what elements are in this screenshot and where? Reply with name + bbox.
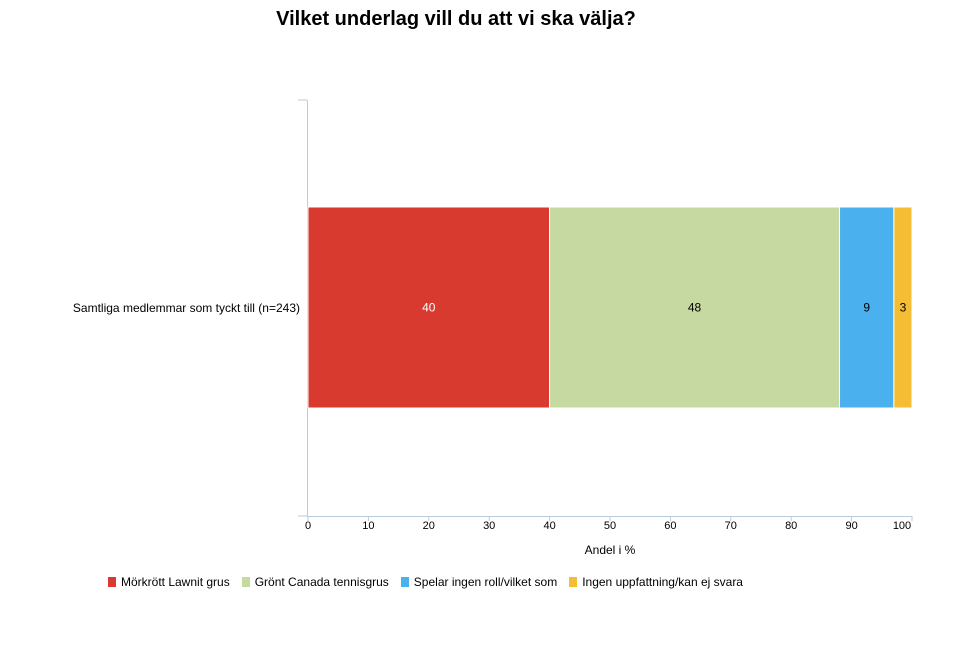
legend-swatch <box>400 577 409 587</box>
x-axis-label: Andel i % <box>584 543 636 557</box>
x-tick-label: 80 <box>785 520 797 532</box>
legend-label: Spelar ingen roll/vilket som <box>413 575 558 589</box>
x-tick-label: 0 <box>305 520 311 532</box>
x-tick-label: 90 <box>845 520 857 532</box>
legend-swatch <box>241 577 250 587</box>
x-tick-label: 50 <box>604 520 616 532</box>
bar-segment[interactable] <box>549 206 841 409</box>
legend-label: Mörkrött Lawnit grus <box>121 575 230 589</box>
x-tick-label: 40 <box>543 520 555 532</box>
legend-swatch <box>108 577 116 587</box>
x-ticks-group: 0 10 20 30 40 50 60 70 80 90 100 <box>305 516 913 532</box>
bar-segment[interactable] <box>893 206 913 409</box>
legend-label: Ingen uppfattning/kan ej svara <box>582 575 743 589</box>
legend-item[interactable]: Grönt Canada tennisgrus <box>241 575 389 589</box>
legend: Mörkrött Lawnit grus Grönt Canada tennis… <box>108 575 743 589</box>
x-tick-label: 100 <box>893 520 911 532</box>
x-tick-label: 60 <box>664 520 676 532</box>
bar-value-label: 9 <box>863 301 870 315</box>
bar-segment[interactable] <box>307 206 551 409</box>
x-tick-label: 10 <box>362 520 374 532</box>
legend-swatch <box>569 577 578 587</box>
bar-value-label: 3 <box>900 301 907 315</box>
category-label: Samtliga medlemmar som tyckt till (n=243… <box>73 301 300 315</box>
legend-item[interactable]: Ingen uppfattning/kan ej svara <box>569 575 743 589</box>
x-tick-label: 30 <box>483 520 495 532</box>
x-tick-label: 20 <box>423 520 435 532</box>
x-tick-label: 70 <box>725 520 737 532</box>
chart-title: Vilket underlag vill du att vi ska välja… <box>276 8 636 30</box>
bar-value-label: 48 <box>688 301 702 315</box>
legend-item[interactable]: Mörkrött Lawnit grus <box>108 575 230 589</box>
legend-item[interactable]: Spelar ingen roll/vilket som <box>400 575 558 589</box>
bar-value-label: 40 <box>422 301 436 315</box>
bars-group: 40 48 9 3 <box>307 206 913 409</box>
bar-segment[interactable] <box>839 206 895 409</box>
legend-label: Grönt Canada tennisgrus <box>254 575 389 589</box>
